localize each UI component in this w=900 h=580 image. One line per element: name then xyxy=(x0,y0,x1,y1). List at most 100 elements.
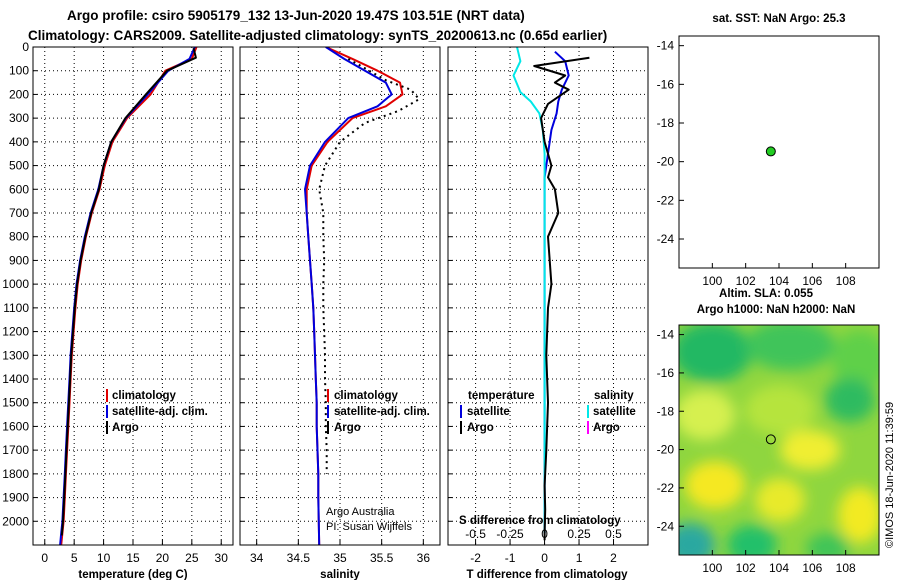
temperature-xlabel: temperature (deg C) xyxy=(78,569,187,580)
depth-tick-label: 1900 xyxy=(2,491,29,505)
sla-map-title-line2: Argo h1000: NaN h2000: NaN xyxy=(697,304,856,316)
legend-label-t-argo: Argo xyxy=(467,422,494,434)
depth-tick-label: 400 xyxy=(9,135,29,149)
depth-tick-label: 800 xyxy=(9,230,29,244)
legend-label-satellite: satellite-adj. clim. xyxy=(334,406,430,418)
depth-tick-label: 2000 xyxy=(2,514,29,528)
s-tick-label: -0.5 xyxy=(465,527,486,541)
figure-title-line1: Argo profile: csiro 5905179_132 13-Jun-2… xyxy=(67,8,525,23)
x-tick-label: -2 xyxy=(470,551,481,565)
map-x-tick-label: 108 xyxy=(836,561,856,575)
map-x-tick-label: 100 xyxy=(702,274,722,288)
salinity-frame xyxy=(239,46,441,546)
map-y-tick-label: -16 xyxy=(657,77,675,91)
x-tick-label: 34.5 xyxy=(287,551,311,565)
depth-tick-label: 1100 xyxy=(3,301,29,315)
series-argo xyxy=(318,58,421,474)
map-y-tick-label: -22 xyxy=(657,481,675,495)
depth-tick-label: 500 xyxy=(9,159,29,173)
depth-tick-label: 300 xyxy=(9,111,29,125)
difference-xlabel: T difference from climatology xyxy=(466,569,628,580)
difference-legend: temperature salinity satellite Argo sate… xyxy=(460,390,636,434)
sla-map-axes: 100 102 104 106 108 -14 -16 -18 -20 -22 -24 xyxy=(657,328,856,575)
series-s-satellite xyxy=(512,47,546,534)
temperature-legend: climatology satellite-adj. clim. Argo xyxy=(106,389,208,434)
map-y-tick-label: -14 xyxy=(657,328,675,342)
map-y-tick-label: -20 xyxy=(657,155,675,169)
legend-label-s-argo: Argo xyxy=(593,422,620,434)
x-tick-label: 30 xyxy=(215,551,229,565)
map-x-tick-label: 106 xyxy=(802,561,822,575)
depth-tick-label: 1800 xyxy=(2,467,29,481)
depth-tick-label: 100 xyxy=(9,64,29,78)
x-tick-label: 1 xyxy=(576,551,583,565)
x-tick-label: 35 xyxy=(333,551,347,565)
legend-label-s-satellite: satellite xyxy=(593,406,636,418)
float-position-marker xyxy=(765,434,776,445)
series-argo xyxy=(60,47,197,536)
sst-map-title: sat. SST: NaN Argo: 25.3 xyxy=(712,13,845,25)
x-tick-label: 34 xyxy=(250,551,264,565)
depth-tick-label: 1000 xyxy=(2,277,29,291)
depth-tick-label: 600 xyxy=(9,182,29,196)
map-y-tick-label: -18 xyxy=(657,404,675,418)
sla-map-title-line1: Altim. SLA: 0.055 xyxy=(719,288,814,300)
x-tick-label: 25 xyxy=(185,551,199,565)
salinity-panel xyxy=(240,47,440,545)
legend-title-salinity: salinity xyxy=(594,390,634,402)
map-x-tick-label: 100 xyxy=(702,561,722,575)
legend-label-satellite: satellite-adj. clim. xyxy=(112,406,208,418)
depth-tick-label: 200 xyxy=(9,87,29,101)
x-tick-label: 0 xyxy=(541,551,548,565)
legend-label-climatology: climatology xyxy=(112,390,177,402)
x-tick-label: 15 xyxy=(126,551,140,565)
depth-tick-label: 1400 xyxy=(2,372,29,386)
salinity-xlabel: salinity xyxy=(320,569,360,580)
x-tick-label: 0 xyxy=(41,551,48,565)
salinity-legend: climatology satellite-adj. clim. Argo xyxy=(327,389,430,434)
legend-label-climatology: climatology xyxy=(334,390,399,402)
temperature-panel xyxy=(33,47,233,545)
float-position-marker xyxy=(765,146,776,157)
depth-tick-label: 1300 xyxy=(2,348,29,362)
x-tick-label: 35.5 xyxy=(370,551,394,565)
x-tick-label: 36 xyxy=(417,551,431,565)
imos-timestamp: ©IMOS 18-Jun-2020 11:39:59 xyxy=(884,402,896,548)
s-tick-label: 0 xyxy=(541,527,548,541)
s-difference-label: S difference from climatology xyxy=(459,515,621,527)
map-y-tick-label: -24 xyxy=(657,232,675,246)
map-y-tick-label: -14 xyxy=(657,39,675,53)
figure-title-line2: Climatology: CARS2009. Satellite-adjuste… xyxy=(28,28,607,43)
map-x-tick-label: 108 xyxy=(836,274,856,288)
map-y-tick-label: -20 xyxy=(657,443,675,457)
depth-tick-label: 0 xyxy=(22,40,29,54)
map-x-tick-label: 106 xyxy=(802,274,822,288)
x-tick-label: 2 xyxy=(610,551,617,565)
s-tick-label: 0.25 xyxy=(567,527,591,541)
x-tick-label: 10 xyxy=(97,551,111,565)
difference-panel xyxy=(448,47,648,545)
depth-tick-label: 900 xyxy=(9,253,29,267)
x-tick-label: 5 xyxy=(71,551,78,565)
temperature-frame xyxy=(32,46,234,546)
s-tick-label: -0.25 xyxy=(496,527,524,541)
map-y-tick-label: -18 xyxy=(657,116,675,130)
s-tick-label: 0.5 xyxy=(605,527,622,541)
series-satellite-adj-clim- xyxy=(59,47,196,545)
depth-tick-label: 1200 xyxy=(2,325,29,339)
pi-name-label: PI: Susan Wijffels xyxy=(326,521,412,533)
series-climatology xyxy=(60,47,198,545)
series-climatology xyxy=(305,47,404,545)
x-tick-label: 20 xyxy=(156,551,170,565)
sst-map-axes: 100 102 104 106 108 -14 -16 -18 -20 -22 -24 xyxy=(657,39,856,288)
legend-label-t-satellite: satellite xyxy=(467,406,510,418)
map-x-tick-label: 104 xyxy=(769,561,789,575)
legend-title-temperature: temperature xyxy=(468,390,534,402)
series-t-satellite xyxy=(543,50,570,534)
legend-label-argo: Argo xyxy=(334,422,361,434)
map-x-tick-label: 102 xyxy=(736,274,756,288)
sst-map-frame xyxy=(678,35,880,269)
map-y-tick-label: -16 xyxy=(657,366,675,380)
depth-tick-label: 1600 xyxy=(2,419,29,433)
